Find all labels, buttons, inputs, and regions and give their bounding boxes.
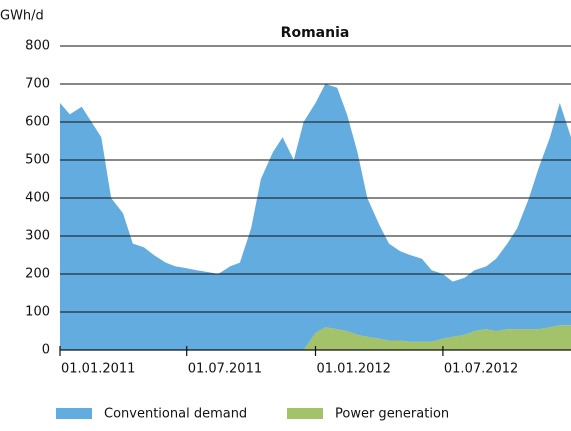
y-tick-label: 500	[25, 153, 50, 168]
y-tick-label: 0	[42, 343, 50, 358]
x-tick-label: 01.01.2011	[61, 362, 135, 377]
legend-label: Power generation	[335, 407, 449, 422]
y-axis-label: GWh/d	[0, 9, 44, 24]
legend-swatch	[56, 408, 92, 419]
area	[60, 325, 571, 350]
y-tick-label: 600	[25, 115, 50, 130]
y-tick-label: 700	[25, 77, 50, 92]
x-tick-label: 01.07.2012	[444, 362, 518, 377]
y-tick-label: 100	[25, 305, 50, 320]
chart-title: Romania	[281, 25, 350, 41]
area	[60, 84, 571, 350]
y-tick-label: 400	[25, 191, 50, 206]
legend-swatch	[287, 408, 323, 419]
legend-label: Conventional demand	[104, 407, 247, 422]
x-tick-label: 01.01.2012	[317, 362, 391, 377]
y-tick-label: 200	[25, 267, 50, 282]
x-tick-label: 01.07.2011	[188, 362, 262, 377]
y-tick-label: 300	[25, 229, 50, 244]
y-tick-label: 800	[25, 39, 50, 54]
